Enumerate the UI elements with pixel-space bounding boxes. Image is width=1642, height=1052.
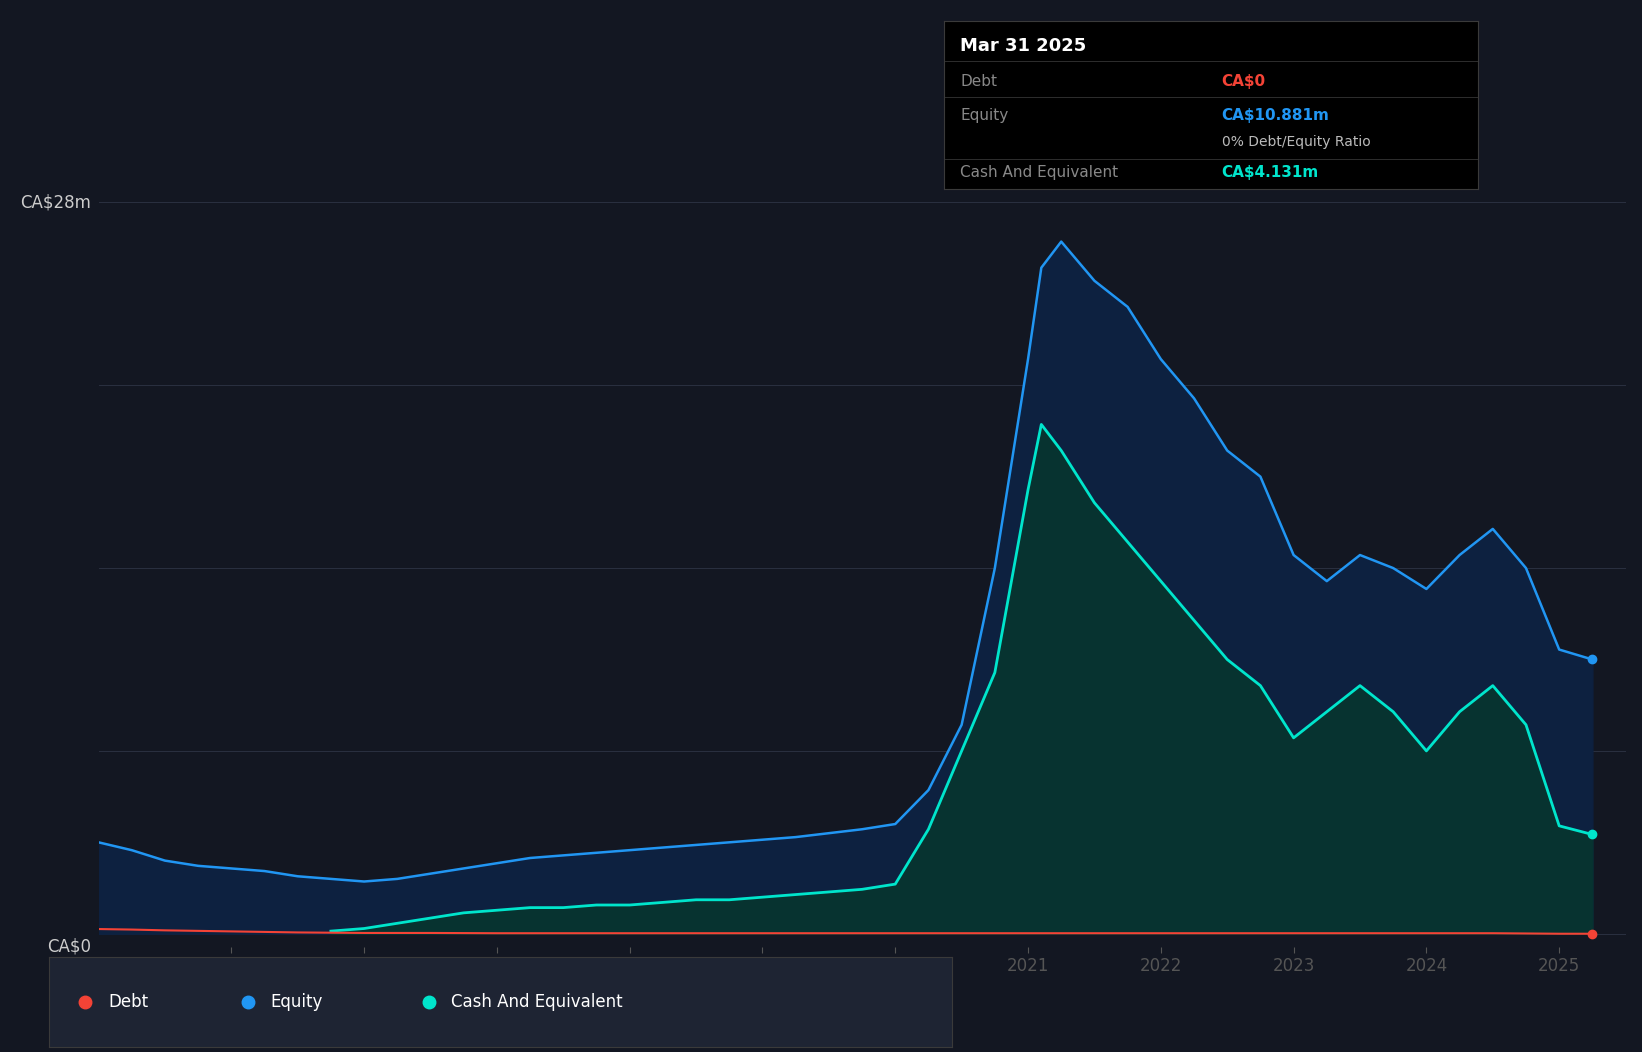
Text: CA$0: CA$0 — [48, 937, 90, 956]
Text: Debt: Debt — [961, 74, 997, 89]
Text: CA$10.881m: CA$10.881m — [1222, 107, 1330, 123]
Text: CA$4.131m: CA$4.131m — [1222, 165, 1319, 180]
Text: CA$28m: CA$28m — [20, 194, 90, 211]
Text: CA$0: CA$0 — [1222, 74, 1266, 89]
Text: Cash And Equivalent: Cash And Equivalent — [961, 165, 1118, 180]
Text: Mar 31 2025: Mar 31 2025 — [961, 37, 1087, 56]
Text: Equity: Equity — [961, 107, 1008, 123]
Text: Cash And Equivalent: Cash And Equivalent — [452, 993, 622, 1011]
Text: Equity: Equity — [271, 993, 323, 1011]
Text: 0% Debt/Equity Ratio: 0% Debt/Equity Ratio — [1222, 136, 1371, 149]
Text: Debt: Debt — [108, 993, 148, 1011]
